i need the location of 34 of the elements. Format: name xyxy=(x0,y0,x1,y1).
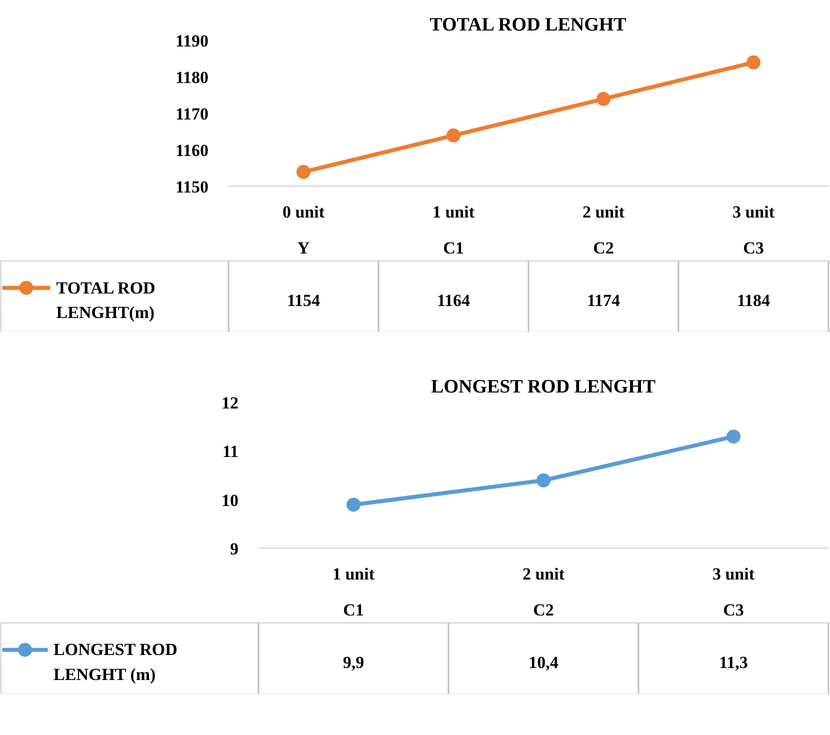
y-tick-label: 1170 xyxy=(175,104,208,124)
x-tick-label: 3 unit C3 xyxy=(732,202,775,258)
data-label: 1164 xyxy=(436,291,471,310)
x-tick-label: 1 unit C1 xyxy=(332,564,375,620)
x-tick-label: 2 unit C2 xyxy=(522,564,565,620)
data-label: 1154 xyxy=(286,291,321,310)
point xyxy=(296,164,310,179)
legend-label: LONGEST ROD LENGHT (m) xyxy=(54,640,178,684)
y-tick-label: 1150 xyxy=(175,178,208,196)
point xyxy=(446,128,460,142)
y-tick-label: 1180 xyxy=(175,68,208,87)
y-tick-label: 9 xyxy=(230,540,238,558)
legend-label: TOTAL ROD LENGHT(m) xyxy=(56,278,156,322)
point xyxy=(346,498,360,512)
y-tick-label: 12 xyxy=(222,394,238,412)
chart-title: LONGEST ROD LENGHT xyxy=(431,376,656,398)
data-label: 11,3 xyxy=(719,653,748,672)
y-tick-label: 11 xyxy=(222,442,238,462)
chart-title: TOTAL ROD LENGHT xyxy=(430,14,627,36)
y-tick-label: 1190 xyxy=(175,32,208,50)
x-tick-label: 2 unit C2 xyxy=(582,202,625,258)
x-tick-label: 0 unit Y xyxy=(282,202,325,258)
x-tick-label: 3 unit C3 xyxy=(712,564,755,620)
x-tick-label: 1 unit C1 xyxy=(432,202,475,258)
y-tick-label: 1160 xyxy=(175,141,208,160)
point xyxy=(746,55,760,70)
data-label: 10,4 xyxy=(528,653,559,672)
y-tick-label: 10 xyxy=(222,490,238,510)
point xyxy=(596,92,610,106)
data-label: 9,9 xyxy=(342,653,364,672)
point xyxy=(536,473,550,488)
point xyxy=(726,430,740,444)
data-label: 1184 xyxy=(736,291,771,310)
data-label: 1174 xyxy=(586,291,621,310)
